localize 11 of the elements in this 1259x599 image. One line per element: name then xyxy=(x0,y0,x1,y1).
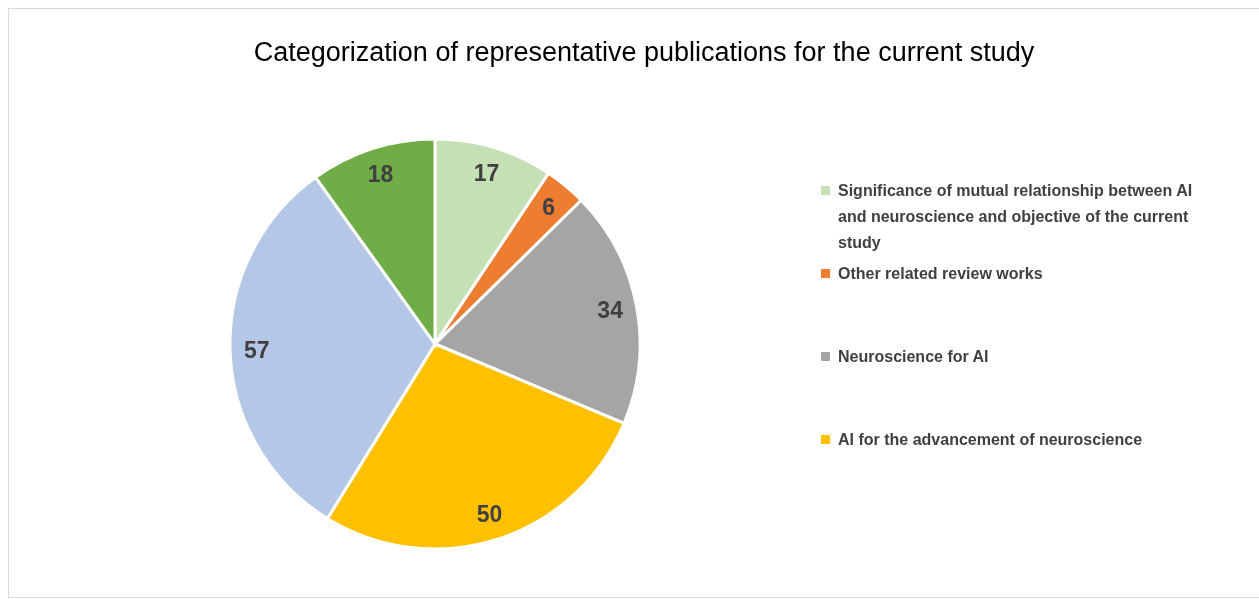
data-label: 6 xyxy=(542,193,555,220)
data-label: 50 xyxy=(476,500,503,527)
data-label: 17 xyxy=(473,160,500,187)
data-label: 34 xyxy=(597,297,624,324)
legend-label: Other related review works xyxy=(838,264,1044,284)
legend-label: Neuroscience for AI xyxy=(838,347,990,367)
data-label: 57 xyxy=(243,337,270,364)
legend-label: Significance of mutual relationship between AI and neuroscience and objective of the current study xyxy=(838,181,1194,253)
legend-label: AI for the advancement of neuroscience xyxy=(838,430,1144,450)
data-label: 18 xyxy=(367,161,394,188)
chart-title: Categorization of representative publications for the current study xyxy=(252,37,1036,68)
